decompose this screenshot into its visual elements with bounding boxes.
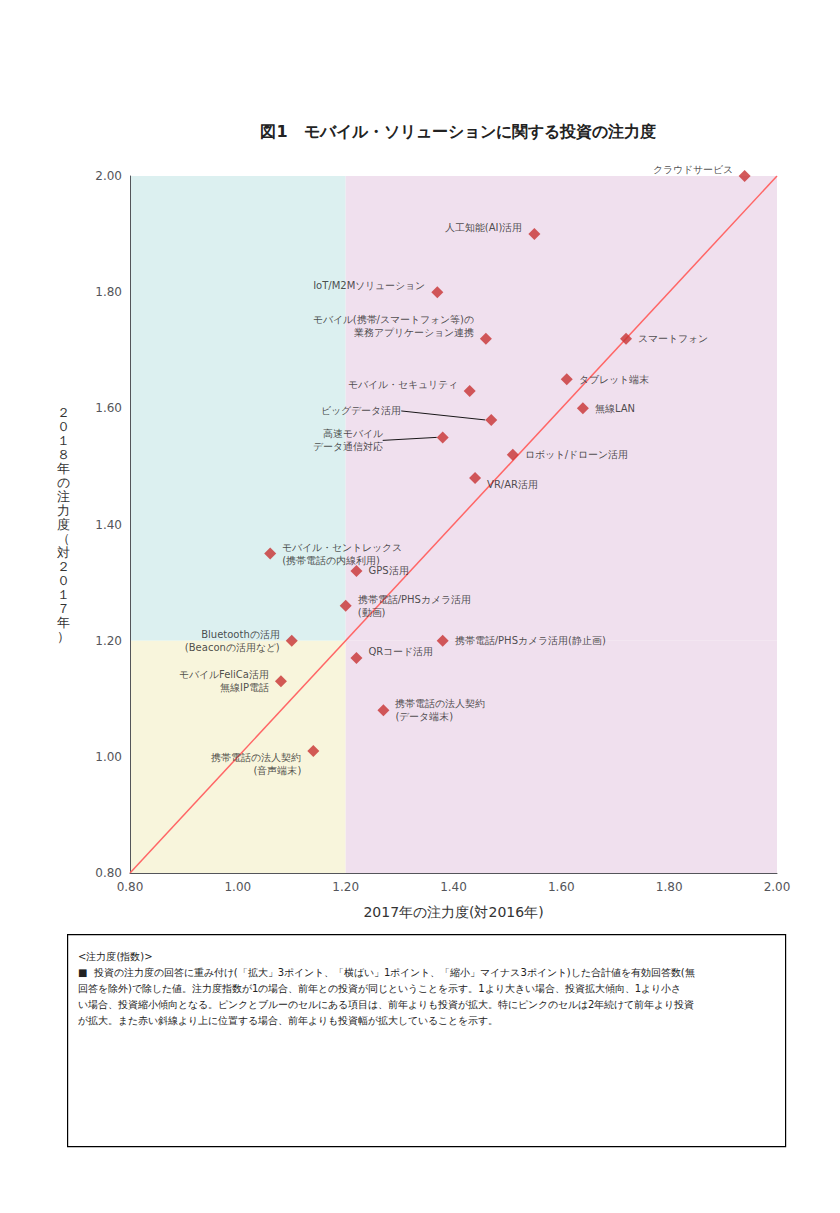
svg-text:力: 力 <box>57 503 70 518</box>
svg-text:クラウドサービス: クラウドサービス <box>653 164 733 175</box>
svg-text:0.80: 0.80 <box>95 866 122 880</box>
svg-text:０: ０ <box>57 419 70 434</box>
svg-text:）: ） <box>57 629 70 644</box>
svg-text:ビッグデータ活用: ビッグデータ活用 <box>321 405 401 416</box>
svg-text:年: 年 <box>57 461 70 476</box>
svg-text:(データ端末): (データ端末) <box>395 711 453 722</box>
svg-text:携帯電話の法人契約: 携帯電話の法人契約 <box>211 752 301 763</box>
svg-text:モバイルFeliCa活用: モバイルFeliCa活用 <box>179 669 269 680</box>
svg-text:データ通信対応: データ通信対応 <box>313 441 383 452</box>
svg-text:1.00: 1.00 <box>224 880 251 894</box>
svg-text:携帯電話/PHSカメラ活用: 携帯電話/PHSカメラ活用 <box>358 594 471 605</box>
svg-text:人工知能(AI)活用: 人工知能(AI)活用 <box>445 222 523 233</box>
svg-text:<注力度(指数)>: <注力度(指数)> <box>78 951 153 962</box>
svg-text:1.20: 1.20 <box>332 880 359 894</box>
svg-text:無線IP電話: 無線IP電話 <box>220 682 269 693</box>
svg-text:2.00: 2.00 <box>95 169 122 183</box>
svg-text:1.40: 1.40 <box>95 518 122 532</box>
svg-text:の: の <box>57 475 70 490</box>
svg-text:８: ８ <box>57 447 70 462</box>
svg-text:(動画): (動画) <box>358 607 386 618</box>
svg-text:回答を除外)で除した値。注力度指数が1の場合、前年との投資が: 回答を除外)で除した値。注力度指数が1の場合、前年との投資が同じということを示す… <box>78 983 681 994</box>
svg-text:0.80: 0.80 <box>117 880 144 894</box>
svg-text:Bluetoothの活用: Bluetoothの活用 <box>201 629 280 640</box>
svg-text:QRコード活用: QRコード活用 <box>368 646 433 657</box>
svg-text:(携帯電話の内線利用): (携帯電話の内線利用) <box>282 555 380 566</box>
svg-text:対: 対 <box>57 545 70 560</box>
svg-text:1.00: 1.00 <box>95 750 122 764</box>
svg-text:１: １ <box>57 433 70 448</box>
svg-text:０: ０ <box>57 573 70 588</box>
svg-text:1.80: 1.80 <box>656 880 683 894</box>
svg-text:２: ２ <box>57 405 70 420</box>
svg-text:図1 モバイル・ソリューションに関する投資の注力度: 図1 モバイル・ソリューションに関する投資の注力度 <box>260 122 655 141</box>
svg-text:（: （ <box>57 531 70 546</box>
svg-text:が拡大。また赤い斜線より上に位置する場合、前年よりも投資幅が: が拡大。また赤い斜線より上に位置する場合、前年よりも投資幅が拡大していることを示… <box>78 1015 498 1026</box>
svg-text:携帯電話/PHSカメラ活用(静止画): 携帯電話/PHSカメラ活用(静止画) <box>455 635 606 646</box>
svg-text:高速モバイル: 高速モバイル <box>323 428 383 439</box>
svg-text:GPS活用: GPS活用 <box>368 565 408 576</box>
svg-text:無線LAN: 無線LAN <box>595 403 635 414</box>
svg-text:モバイル(携帯/スマートフォン等)の: モバイル(携帯/スマートフォン等)の <box>313 314 474 325</box>
svg-text:1.60: 1.60 <box>548 880 575 894</box>
svg-text:モバイル・セントレックス: モバイル・セントレックス <box>282 542 402 553</box>
svg-text:スマートフォン: スマートフォン <box>638 333 708 344</box>
svg-text:モバイル・セキュリティ: モバイル・セキュリティ <box>348 379 458 390</box>
svg-text:い場合、投資縮小傾向となる。ピンクとブルーのセルにある項目は: い場合、投資縮小傾向となる。ピンクとブルーのセルにある項目は、前年よりも投資が拡… <box>78 999 694 1010</box>
svg-text:1.60: 1.60 <box>95 401 122 415</box>
svg-text:(音声端末): (音声端末) <box>254 765 302 776</box>
svg-text:業務アプリケーション連携: 業務アプリケーション連携 <box>354 327 474 338</box>
svg-text:度: 度 <box>57 517 70 532</box>
svg-text:携帯電話の法人契約: 携帯電話の法人契約 <box>395 698 485 709</box>
svg-text:■ 投資の注力度の回答に重み付け(「拡大」3ポイント、「横: ■ 投資の注力度の回答に重み付け(「拡大」3ポイント、「横ばい」1ポイント、「縮… <box>78 967 695 978</box>
svg-text:７: ７ <box>57 601 70 616</box>
svg-text:年: 年 <box>57 615 70 630</box>
svg-text:1.20: 1.20 <box>95 634 122 648</box>
svg-text:VR/AR活用: VR/AR活用 <box>487 479 538 490</box>
svg-text:(Beaconの活用など): (Beaconの活用など) <box>185 642 280 653</box>
svg-text:ロボット/ドローン活用: ロボット/ドローン活用 <box>525 449 628 460</box>
svg-text:2.00: 2.00 <box>764 880 791 894</box>
svg-text:注: 注 <box>57 489 70 504</box>
svg-text:１: １ <box>57 587 70 602</box>
svg-text:IoT/M2Mソリューション: IoT/M2Mソリューション <box>313 280 425 291</box>
svg-text:1.80: 1.80 <box>95 285 122 299</box>
svg-text:２: ２ <box>57 559 70 574</box>
svg-text:2017年の注力度(対2016年): 2017年の注力度(対2016年) <box>363 904 543 920</box>
svg-text:1.40: 1.40 <box>440 880 467 894</box>
svg-text:タブレット端末: タブレット端末 <box>579 374 649 385</box>
